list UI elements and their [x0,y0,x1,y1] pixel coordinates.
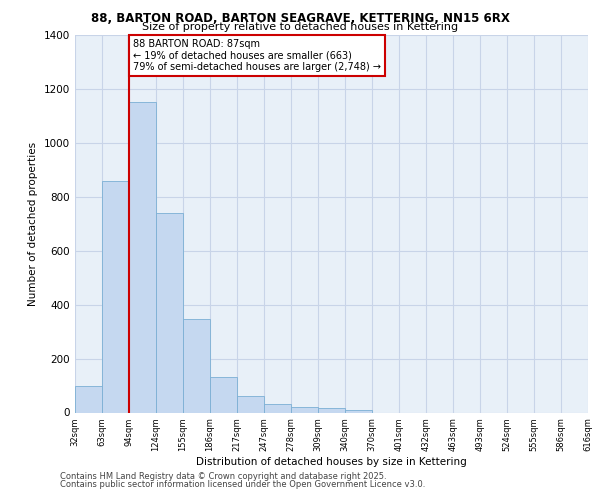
Bar [291,407,318,412]
Y-axis label: Number of detached properties: Number of detached properties [28,142,38,306]
Bar [75,386,102,412]
Text: Size of property relative to detached houses in Kettering: Size of property relative to detached ho… [142,22,458,32]
Bar [183,320,210,412]
Bar [264,404,291,412]
Bar [102,180,129,412]
Bar [156,213,183,412]
Bar [237,396,264,412]
Bar [345,410,372,412]
Text: 88 BARTON ROAD: 87sqm
← 19% of detached houses are smaller (663)
79% of semi-det: 88 BARTON ROAD: 87sqm ← 19% of detached … [133,39,381,72]
Bar [210,378,237,412]
Bar [318,408,345,412]
Text: Contains HM Land Registry data © Crown copyright and database right 2025.: Contains HM Land Registry data © Crown c… [60,472,386,481]
Text: 88, BARTON ROAD, BARTON SEAGRAVE, KETTERING, NN15 6RX: 88, BARTON ROAD, BARTON SEAGRAVE, KETTER… [91,12,509,24]
Bar [129,102,156,412]
X-axis label: Distribution of detached houses by size in Kettering: Distribution of detached houses by size … [196,457,467,467]
Text: Contains public sector information licensed under the Open Government Licence v3: Contains public sector information licen… [60,480,425,489]
